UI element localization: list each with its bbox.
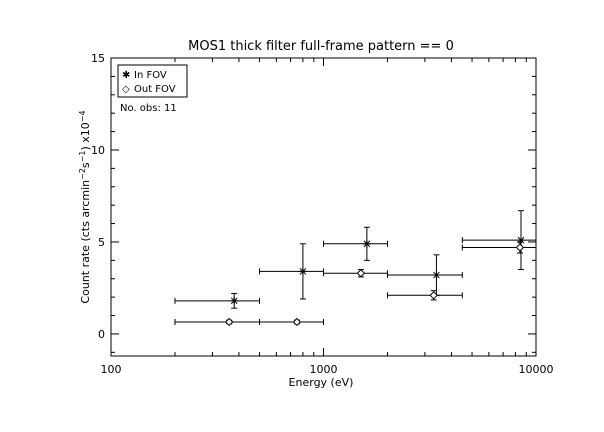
y-tick-label: 5 [98,236,105,249]
x-tick-label: 100 [101,363,122,376]
diamond-marker [515,243,525,252]
asterisk-marker [230,297,238,305]
x-tick-label: 1000 [310,363,338,376]
y-axis-label-exp1: −2 [78,168,87,180]
data-point-out-fov [259,317,324,327]
data-point-in-fov [323,226,388,261]
y-tick-label: 10 [91,144,105,157]
diamond-marker [225,317,234,327]
y-axis-label-mid: s [79,162,92,168]
data-point-out-fov [386,290,463,301]
x-axis-label: Energy (eV) [289,376,354,389]
y-axis-label-end: ) x10 [79,122,92,150]
data-marks [174,210,537,327]
data-point-out-fov [323,269,388,278]
chart-title: MOS1 thick filter full-frame pattern == … [188,39,454,54]
x-tick-label: 10000 [519,363,554,376]
y-axis-label-main: Count rate (cts arcmin [79,180,92,304]
data-point-in-fov [386,254,463,296]
y-axis: 0 5 10 15 [91,52,536,353]
y-axis-label-exp3: −4 [78,110,87,122]
diamond-marker [356,269,366,278]
y-tick-label: 0 [98,328,105,341]
asterisk-marker [433,271,440,279]
asterisk-marker [299,268,307,275]
legend: ✱ In FOV ◇ Out FOV [117,64,188,98]
data-point-out-fov [461,241,537,254]
diamond-marker [292,317,302,327]
y-tick-label: 15 [91,52,105,65]
observation-count: No. obs: 11 [120,103,177,114]
x-axis: 100 1000 10000 [101,58,554,376]
data-point-out-fov [174,317,261,327]
y-axis-label-exp2: −1 [78,151,87,163]
legend-box [117,64,188,98]
legend-label-out-fov: Out FOV [134,84,176,95]
legend-symbol-out-fov: ◇ [122,84,130,95]
asterisk-marker [363,240,371,248]
legend-symbol-in-fov: ✱ [122,70,130,81]
legend-label-in-fov: In FOV [134,70,167,81]
data-point-in-fov [259,243,324,300]
data-point-in-fov [174,292,261,309]
y-axis-label: Count rate (cts arcmin−2s−1) x10−4 [78,110,92,303]
data-point-in-fov [461,210,537,271]
diamond-marker [429,291,438,300]
